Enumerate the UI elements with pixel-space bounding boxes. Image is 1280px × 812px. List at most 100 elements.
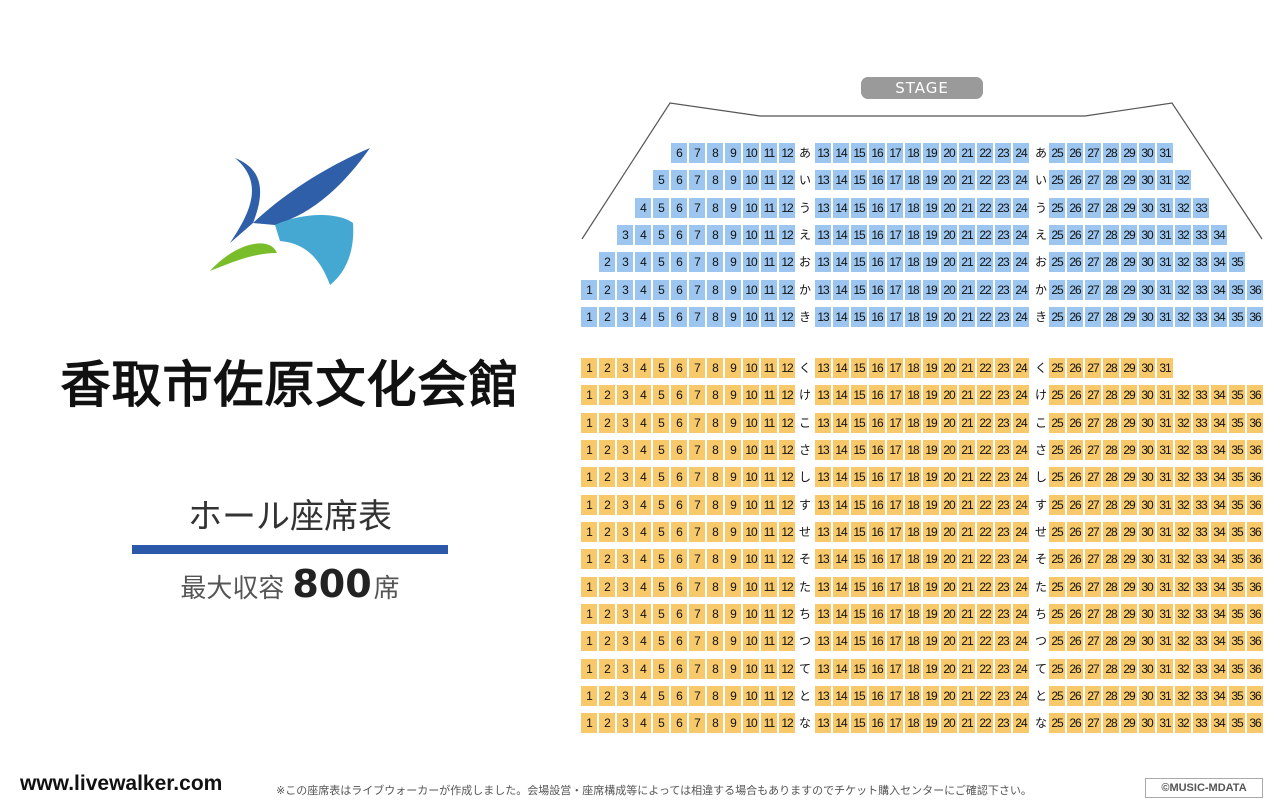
seat[interactable]: 21 <box>959 440 975 460</box>
seat[interactable]: 14 <box>833 659 849 679</box>
seat[interactable]: 23 <box>995 659 1011 679</box>
seat[interactable]: 32 <box>1175 631 1191 651</box>
seat[interactable]: 20 <box>941 225 957 245</box>
seat[interactable]: 22 <box>977 307 993 327</box>
seat[interactable]: 22 <box>977 495 993 515</box>
seat[interactable]: 8 <box>707 659 723 679</box>
seat[interactable]: 11 <box>761 549 777 569</box>
seat[interactable]: 16 <box>869 198 885 218</box>
seat[interactable]: 13 <box>815 280 831 300</box>
seat[interactable]: 13 <box>815 413 831 433</box>
seat[interactable]: 22 <box>977 604 993 624</box>
seat[interactable]: 14 <box>833 577 849 597</box>
seat[interactable]: 10 <box>743 577 759 597</box>
seat[interactable]: 19 <box>923 495 939 515</box>
seat[interactable]: 32 <box>1175 198 1191 218</box>
seat[interactable]: 34 <box>1211 577 1227 597</box>
seat[interactable]: 36 <box>1247 686 1263 706</box>
seat[interactable]: 15 <box>851 495 867 515</box>
seat[interactable]: 24 <box>1013 358 1029 378</box>
seat[interactable]: 34 <box>1211 631 1227 651</box>
seat[interactable]: 12 <box>779 686 795 706</box>
seat[interactable]: 27 <box>1085 686 1101 706</box>
seat[interactable]: 14 <box>833 604 849 624</box>
seat[interactable]: 31 <box>1157 577 1173 597</box>
seat[interactable]: 35 <box>1229 307 1245 327</box>
seat[interactable]: 24 <box>1013 170 1029 190</box>
seat[interactable]: 26 <box>1067 686 1083 706</box>
seat[interactable]: 20 <box>941 280 957 300</box>
seat[interactable]: 16 <box>869 549 885 569</box>
seat[interactable]: 31 <box>1157 252 1173 272</box>
seat[interactable]: 25 <box>1049 280 1065 300</box>
seat[interactable]: 11 <box>761 467 777 487</box>
seat[interactable]: 3 <box>617 522 633 542</box>
seat[interactable]: 16 <box>869 686 885 706</box>
seat[interactable]: 23 <box>995 577 1011 597</box>
seat[interactable]: 1 <box>581 440 597 460</box>
seat[interactable]: 12 <box>779 604 795 624</box>
seat[interactable]: 34 <box>1211 225 1227 245</box>
seat[interactable]: 36 <box>1247 413 1263 433</box>
seat[interactable]: 18 <box>905 358 921 378</box>
seat[interactable]: 35 <box>1229 413 1245 433</box>
seat[interactable]: 26 <box>1067 143 1083 163</box>
seat[interactable]: 36 <box>1247 467 1263 487</box>
seat[interactable]: 6 <box>671 252 687 272</box>
seat[interactable]: 3 <box>617 440 633 460</box>
seat[interactable]: 25 <box>1049 440 1065 460</box>
seat[interactable]: 27 <box>1085 307 1101 327</box>
seat[interactable]: 7 <box>689 549 705 569</box>
seat[interactable]: 2 <box>599 495 615 515</box>
seat[interactable]: 24 <box>1013 440 1029 460</box>
seat[interactable]: 12 <box>779 659 795 679</box>
seat[interactable]: 14 <box>833 358 849 378</box>
seat[interactable]: 25 <box>1049 252 1065 272</box>
seat[interactable]: 29 <box>1121 385 1137 405</box>
seat[interactable]: 36 <box>1247 604 1263 624</box>
seat[interactable]: 8 <box>707 170 723 190</box>
seat[interactable]: 23 <box>995 713 1011 733</box>
seat[interactable]: 3 <box>617 358 633 378</box>
seat[interactable]: 14 <box>833 252 849 272</box>
seat[interactable]: 10 <box>743 604 759 624</box>
seat[interactable]: 6 <box>671 385 687 405</box>
seat[interactable]: 24 <box>1013 225 1029 245</box>
seat[interactable]: 29 <box>1121 280 1137 300</box>
seat[interactable]: 5 <box>653 713 669 733</box>
seat[interactable]: 28 <box>1103 413 1119 433</box>
seat[interactable]: 17 <box>887 358 903 378</box>
seat[interactable]: 11 <box>761 577 777 597</box>
seat[interactable]: 9 <box>725 604 741 624</box>
seat[interactable]: 33 <box>1193 467 1209 487</box>
seat[interactable]: 17 <box>887 225 903 245</box>
seat[interactable]: 18 <box>905 198 921 218</box>
seat[interactable]: 2 <box>599 686 615 706</box>
seat[interactable]: 7 <box>689 358 705 378</box>
seat[interactable]: 27 <box>1085 198 1101 218</box>
seat[interactable]: 30 <box>1139 225 1155 245</box>
seat[interactable]: 2 <box>599 659 615 679</box>
seat[interactable]: 32 <box>1175 385 1191 405</box>
seat[interactable]: 35 <box>1229 549 1245 569</box>
seat[interactable]: 11 <box>761 307 777 327</box>
seat[interactable]: 33 <box>1193 307 1209 327</box>
seat[interactable]: 18 <box>905 280 921 300</box>
seat[interactable]: 4 <box>635 440 651 460</box>
seat[interactable]: 34 <box>1211 659 1227 679</box>
seat[interactable]: 17 <box>887 631 903 651</box>
seat[interactable]: 17 <box>887 280 903 300</box>
seat[interactable]: 33 <box>1193 225 1209 245</box>
seat[interactable]: 15 <box>851 198 867 218</box>
seat[interactable]: 13 <box>815 198 831 218</box>
seat[interactable]: 30 <box>1139 686 1155 706</box>
seat[interactable]: 32 <box>1175 659 1191 679</box>
seat[interactable]: 28 <box>1103 631 1119 651</box>
seat[interactable]: 5 <box>653 549 669 569</box>
seat[interactable]: 25 <box>1049 358 1065 378</box>
seat[interactable]: 17 <box>887 413 903 433</box>
seat[interactable]: 17 <box>887 495 903 515</box>
seat[interactable]: 5 <box>653 225 669 245</box>
seat[interactable]: 16 <box>869 577 885 597</box>
seat[interactable]: 21 <box>959 198 975 218</box>
